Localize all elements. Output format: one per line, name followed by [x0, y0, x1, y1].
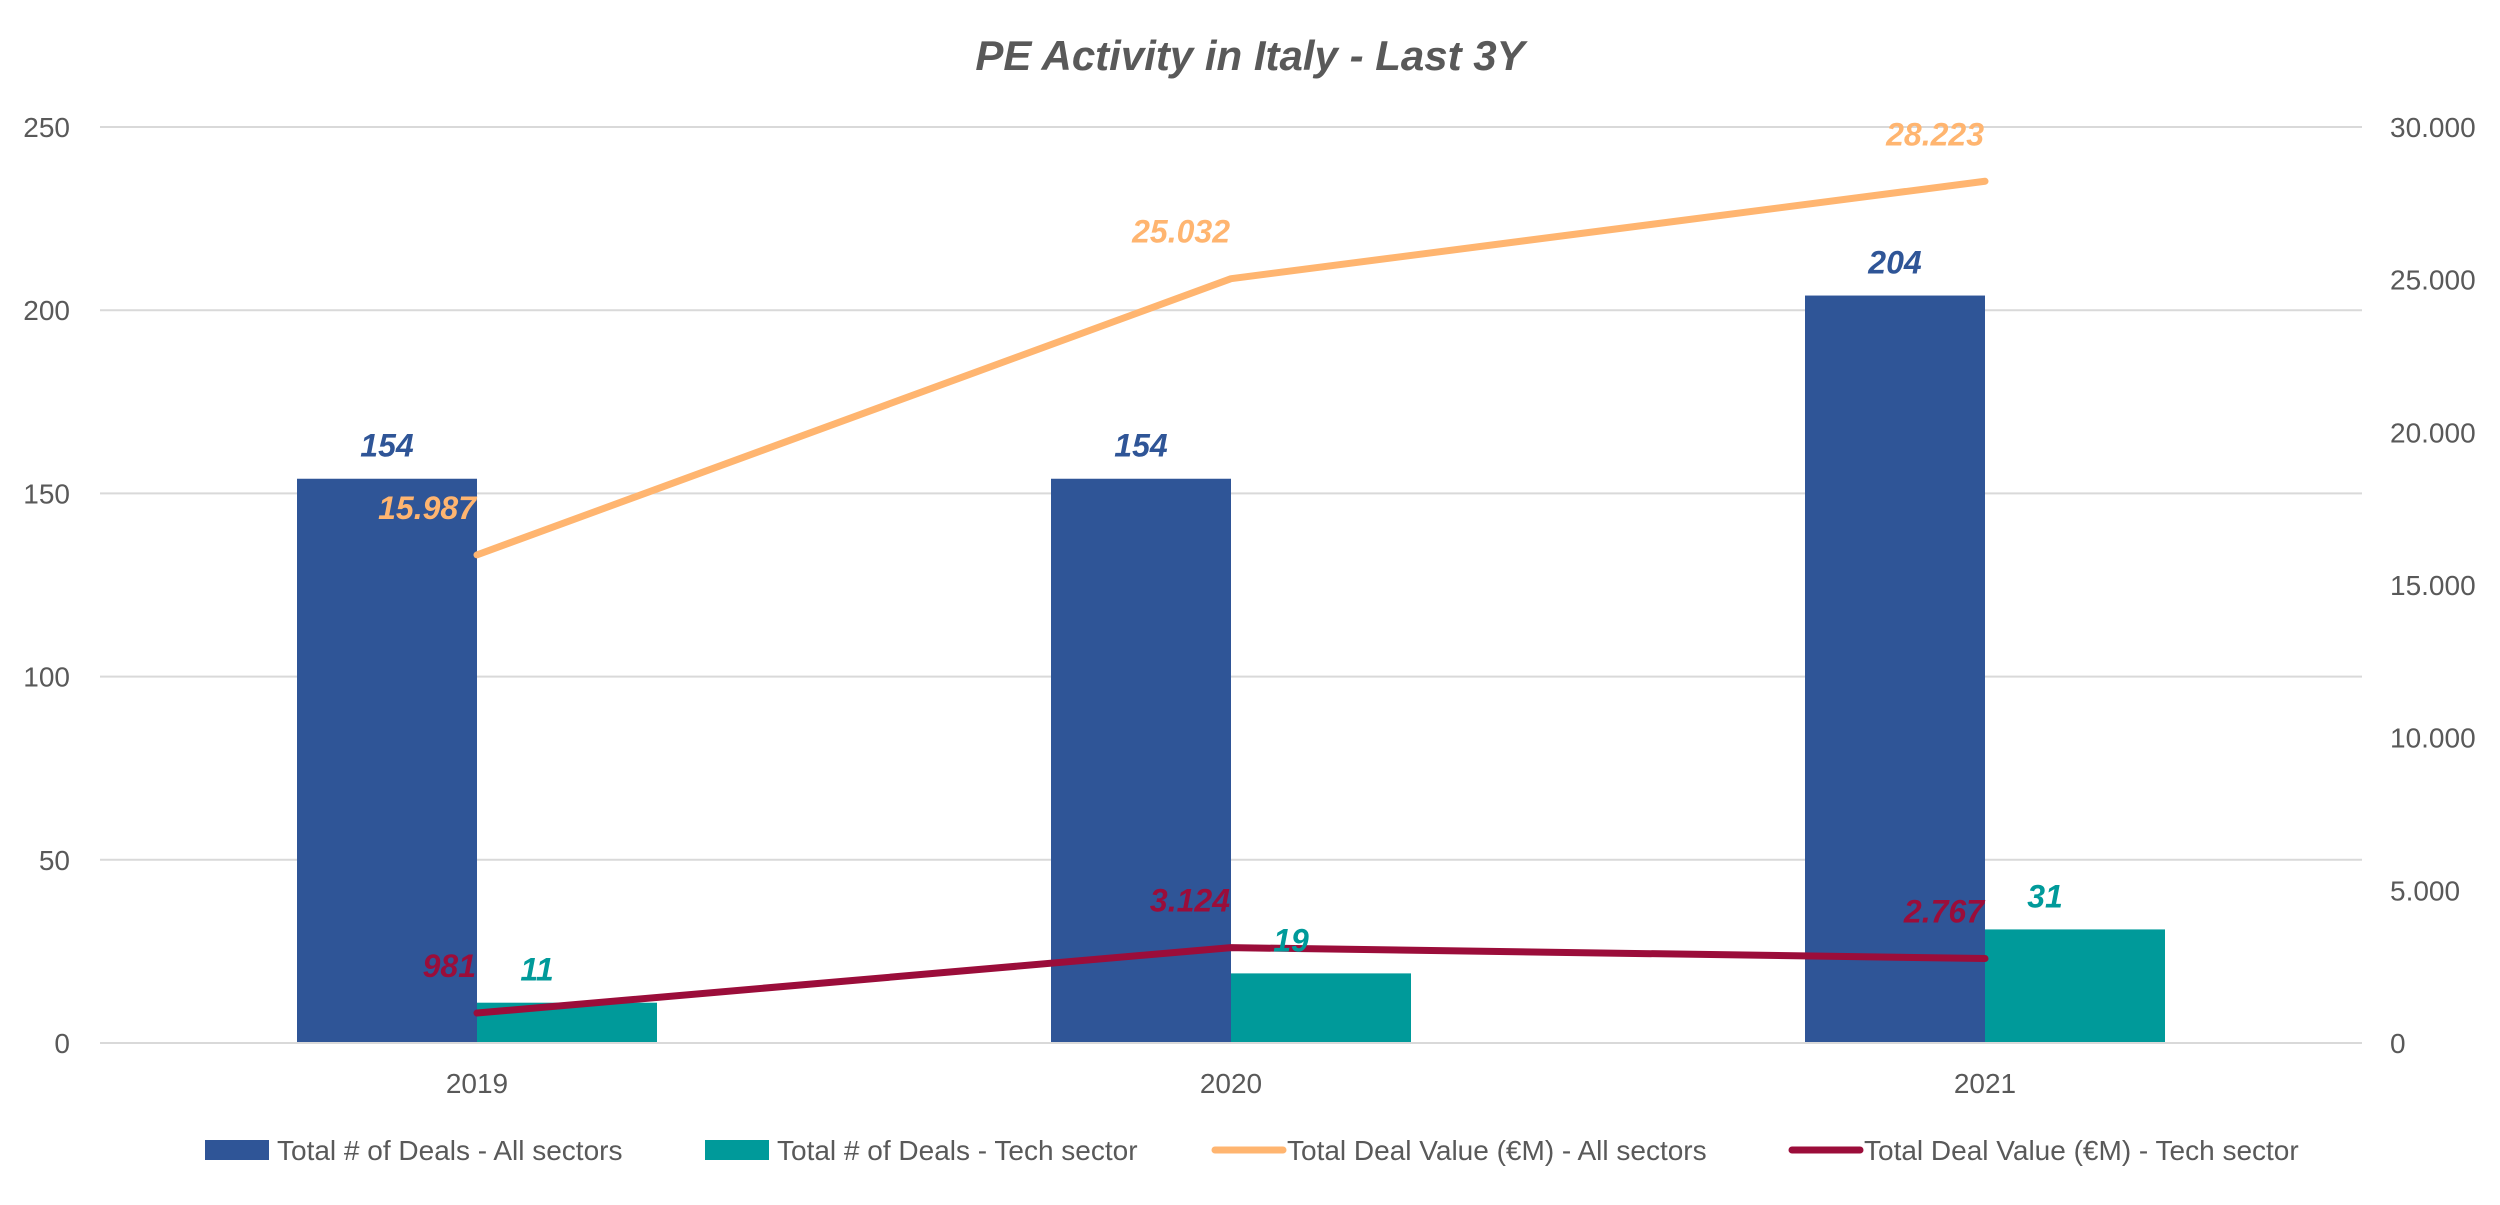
legend-label: Total # of Deals - Tech sector	[777, 1135, 1138, 1166]
legend-label: Total Deal Value (€M) - Tech sector	[1864, 1135, 2299, 1166]
bar-data-label: 11	[520, 952, 553, 988]
right-tick-label: 10.000	[2390, 723, 2476, 754]
series-line	[473, 944, 1989, 1017]
line-data-label: 28.223	[1885, 116, 1984, 152]
bar-data-label: 19	[1273, 922, 1309, 958]
legend-swatch	[205, 1140, 269, 1160]
bar	[1985, 929, 2165, 1043]
right-tick-label: 25.000	[2390, 265, 2476, 296]
data-labels: 154 154 204 11 19 31 15.987 25.032 28.223 981 3.12…	[360, 116, 2062, 987]
right-tick-label: 20.000	[2390, 417, 2476, 448]
lines	[473, 177, 1989, 1017]
left-tick-label: 250	[23, 112, 70, 143]
bar-data-label: 204	[1867, 245, 1922, 281]
bar-data-label: 154	[1114, 428, 1168, 464]
left-tick-label: 50	[39, 845, 70, 876]
line-data-label: 15.987	[378, 490, 478, 526]
right-tick-label: 5.000	[2390, 875, 2460, 906]
right-tick-label: 30.000	[2390, 112, 2476, 143]
legend-item: Total # of Deals - Tech sector	[705, 1135, 1138, 1166]
right-y-axis: 0 5.000 10.000 15.000 20.000 25.000 30.000	[2390, 112, 2476, 1059]
x-tick-label: 2021	[1954, 1068, 2016, 1099]
legend-label: Total # of Deals - All sectors	[277, 1135, 622, 1166]
bar-data-label: 154	[360, 428, 414, 464]
legend-item: Total Deal Value (€M) - Tech sector	[1788, 1135, 2299, 1166]
left-tick-label: 0	[54, 1028, 70, 1059]
bar-data-label: 31	[2027, 878, 2063, 914]
x-tick-label: 2020	[1200, 1068, 1262, 1099]
right-tick-label: 0	[2390, 1028, 2406, 1059]
legend: Total # of Deals - All sectors Total # of…	[205, 1135, 2299, 1166]
bar	[297, 478, 477, 1043]
chart-title: PE Activity in Italy - Last 3Y	[975, 32, 1528, 79]
bars	[297, 295, 2165, 1043]
left-tick-label: 150	[23, 478, 70, 509]
legend-swatch	[705, 1140, 769, 1160]
line-data-label: 25.032	[1131, 214, 1230, 250]
x-axis: 2019 2020 2021	[100, 1042, 2362, 1099]
line-data-label: 981	[423, 948, 476, 984]
left-tick-label: 200	[23, 295, 70, 326]
bar	[1231, 973, 1411, 1043]
bar	[1805, 295, 1985, 1043]
right-tick-label: 15.000	[2390, 570, 2476, 601]
line-data-label: 2.767	[1903, 894, 1986, 930]
x-tick-label: 2019	[446, 1068, 508, 1099]
legend-label: Total Deal Value (€M) - All sectors	[1287, 1135, 1707, 1166]
series-line	[473, 177, 1989, 559]
legend-item: Total Deal Value (€M) - All sectors	[1211, 1135, 1707, 1166]
line-data-label: 3.124	[1150, 883, 1230, 919]
left-tick-label: 100	[23, 662, 70, 693]
left-y-axis: 0 50 100 150 200 250	[23, 112, 70, 1059]
legend-item: Total # of Deals - All sectors	[205, 1135, 622, 1166]
